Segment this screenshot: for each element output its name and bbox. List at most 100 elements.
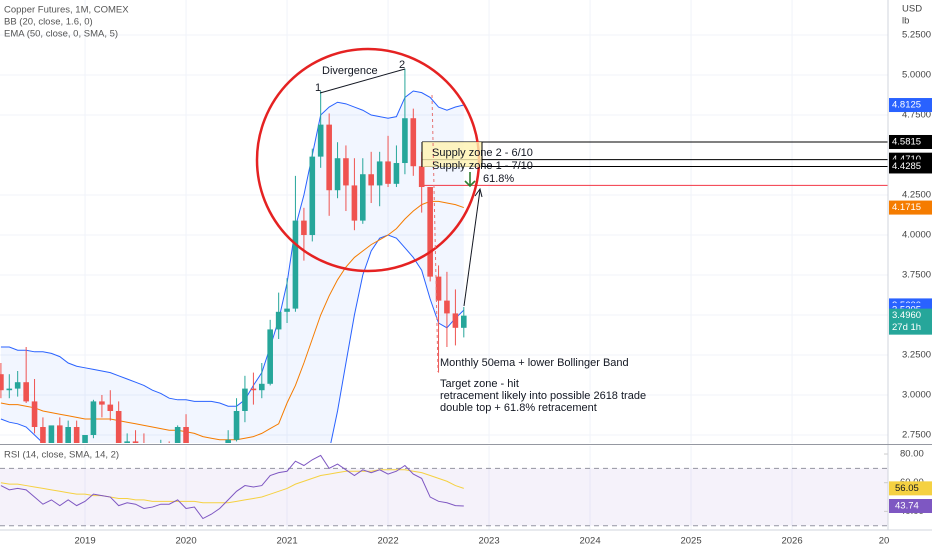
price-label-box xyxy=(889,200,932,215)
x-tick-label: 2020 xyxy=(175,536,196,547)
price-label: 3.4960 xyxy=(892,310,921,321)
unit: lb xyxy=(902,16,909,27)
annotation: retracement likely into possible 2618 tr… xyxy=(440,390,646,402)
symbol-title: Copper Futures, 1M, COMEX xyxy=(4,5,129,16)
candle-body xyxy=(242,388,248,412)
target-arrow xyxy=(463,189,481,307)
candle-body xyxy=(225,439,231,443)
y-tick-label: 3.2500 xyxy=(902,350,931,361)
candle-body xyxy=(351,185,358,221)
price-pane xyxy=(0,0,888,443)
candle-body xyxy=(393,163,400,184)
rsi-ma xyxy=(0,469,464,504)
annotation: 61.8% xyxy=(483,173,514,185)
candle-body xyxy=(174,427,181,443)
y-tick-label: 4.2500 xyxy=(902,190,931,201)
x-tick-label: 2026 xyxy=(781,536,802,547)
countdown: 27d 1h xyxy=(892,322,921,333)
down-arrow xyxy=(464,172,476,188)
candle-body xyxy=(402,118,408,164)
candle-body xyxy=(65,427,71,443)
candle-body xyxy=(435,276,442,301)
y-tick-label: 4.0000 xyxy=(902,230,931,241)
candle-body xyxy=(115,411,122,443)
rsi-band-fill xyxy=(0,468,888,526)
annotation: Monthly 50ema + lower Bollinger Band xyxy=(440,357,629,369)
candle-body xyxy=(368,174,374,186)
rsi-label: 56.05 xyxy=(895,483,919,494)
candle-body xyxy=(56,425,63,443)
candle-body xyxy=(258,383,265,391)
candle-body xyxy=(452,313,459,328)
level-label-box xyxy=(889,134,932,149)
candle-body xyxy=(334,158,341,191)
x-tick-label: 2019 xyxy=(74,536,95,547)
level-label: 4.4285 xyxy=(892,161,921,172)
candle-body xyxy=(31,401,38,428)
candle-body xyxy=(124,441,130,443)
rsi-line xyxy=(0,454,464,520)
x-tick-label: 2022 xyxy=(377,536,398,547)
bb-upper xyxy=(0,90,464,407)
price-label: 4.8125 xyxy=(892,100,921,111)
annotation: 2 xyxy=(399,59,405,71)
x-tick-label: 2021 xyxy=(276,536,297,547)
divergence-line xyxy=(319,68,406,94)
candle-body xyxy=(23,382,29,402)
y-tick-label: 5.0000 xyxy=(902,70,931,81)
candle-body xyxy=(444,300,450,314)
price-label-box xyxy=(889,308,932,335)
y-tick-label: 2.7500 xyxy=(902,430,931,441)
candle-body xyxy=(275,311,282,330)
x-tick-label: 2025 xyxy=(680,536,701,547)
candle-body xyxy=(284,308,290,312)
candle-body xyxy=(301,220,307,236)
y-tick-label: 5.2500 xyxy=(902,30,931,41)
candle-body xyxy=(427,187,433,277)
candle-body xyxy=(376,161,383,186)
level-label: 4.5815 xyxy=(892,137,921,148)
candle-body xyxy=(6,388,13,391)
y-tick-label: 3.7500 xyxy=(902,270,931,281)
candle-body xyxy=(267,329,273,384)
axes: 2.75003.00003.25003.50003.75004.00004.25… xyxy=(74,30,932,547)
annotation: double top + 61.8% retracement xyxy=(440,402,597,414)
target-arrow-head xyxy=(474,187,483,198)
candle-body xyxy=(73,427,80,443)
candle-body xyxy=(460,315,467,328)
ema-legend: EMA (50, close, 0, SMA, 5) xyxy=(4,29,118,40)
rsi-label-box xyxy=(889,499,932,514)
x-tick-label: 20 xyxy=(879,536,890,547)
supply-zone-box xyxy=(422,142,482,167)
candle-body xyxy=(14,382,21,389)
annotation: Supply zone 2 - 6/10 xyxy=(432,147,533,159)
ema-line xyxy=(0,200,464,441)
candle-body xyxy=(292,220,299,309)
candle-body xyxy=(250,388,257,391)
candle-body xyxy=(90,401,97,436)
drop-line xyxy=(431,94,439,373)
price-label-box xyxy=(889,98,932,113)
rsi-label: 43.74 xyxy=(895,501,919,512)
candle-body xyxy=(0,374,4,391)
annotation: Target zone - hit xyxy=(440,378,519,390)
rsi-label-box xyxy=(889,481,932,496)
y-tick-label: 4.7500 xyxy=(902,110,931,121)
candle-body xyxy=(40,427,46,443)
candle-body xyxy=(309,156,316,236)
candle-body xyxy=(343,158,349,186)
candle-body xyxy=(385,161,391,184)
x-tick-label: 2023 xyxy=(478,536,499,547)
annotation: Divergence xyxy=(322,65,378,77)
candle-body xyxy=(132,441,139,443)
candle-body xyxy=(99,401,105,405)
candle-body xyxy=(48,425,55,443)
candle-body xyxy=(183,427,189,443)
annotation: 1 xyxy=(315,82,321,94)
candle-body xyxy=(418,166,425,188)
candle-body xyxy=(233,411,240,440)
candle-body xyxy=(317,124,324,157)
y-tick-label: 3.0000 xyxy=(902,390,931,401)
candle-body xyxy=(82,435,88,443)
